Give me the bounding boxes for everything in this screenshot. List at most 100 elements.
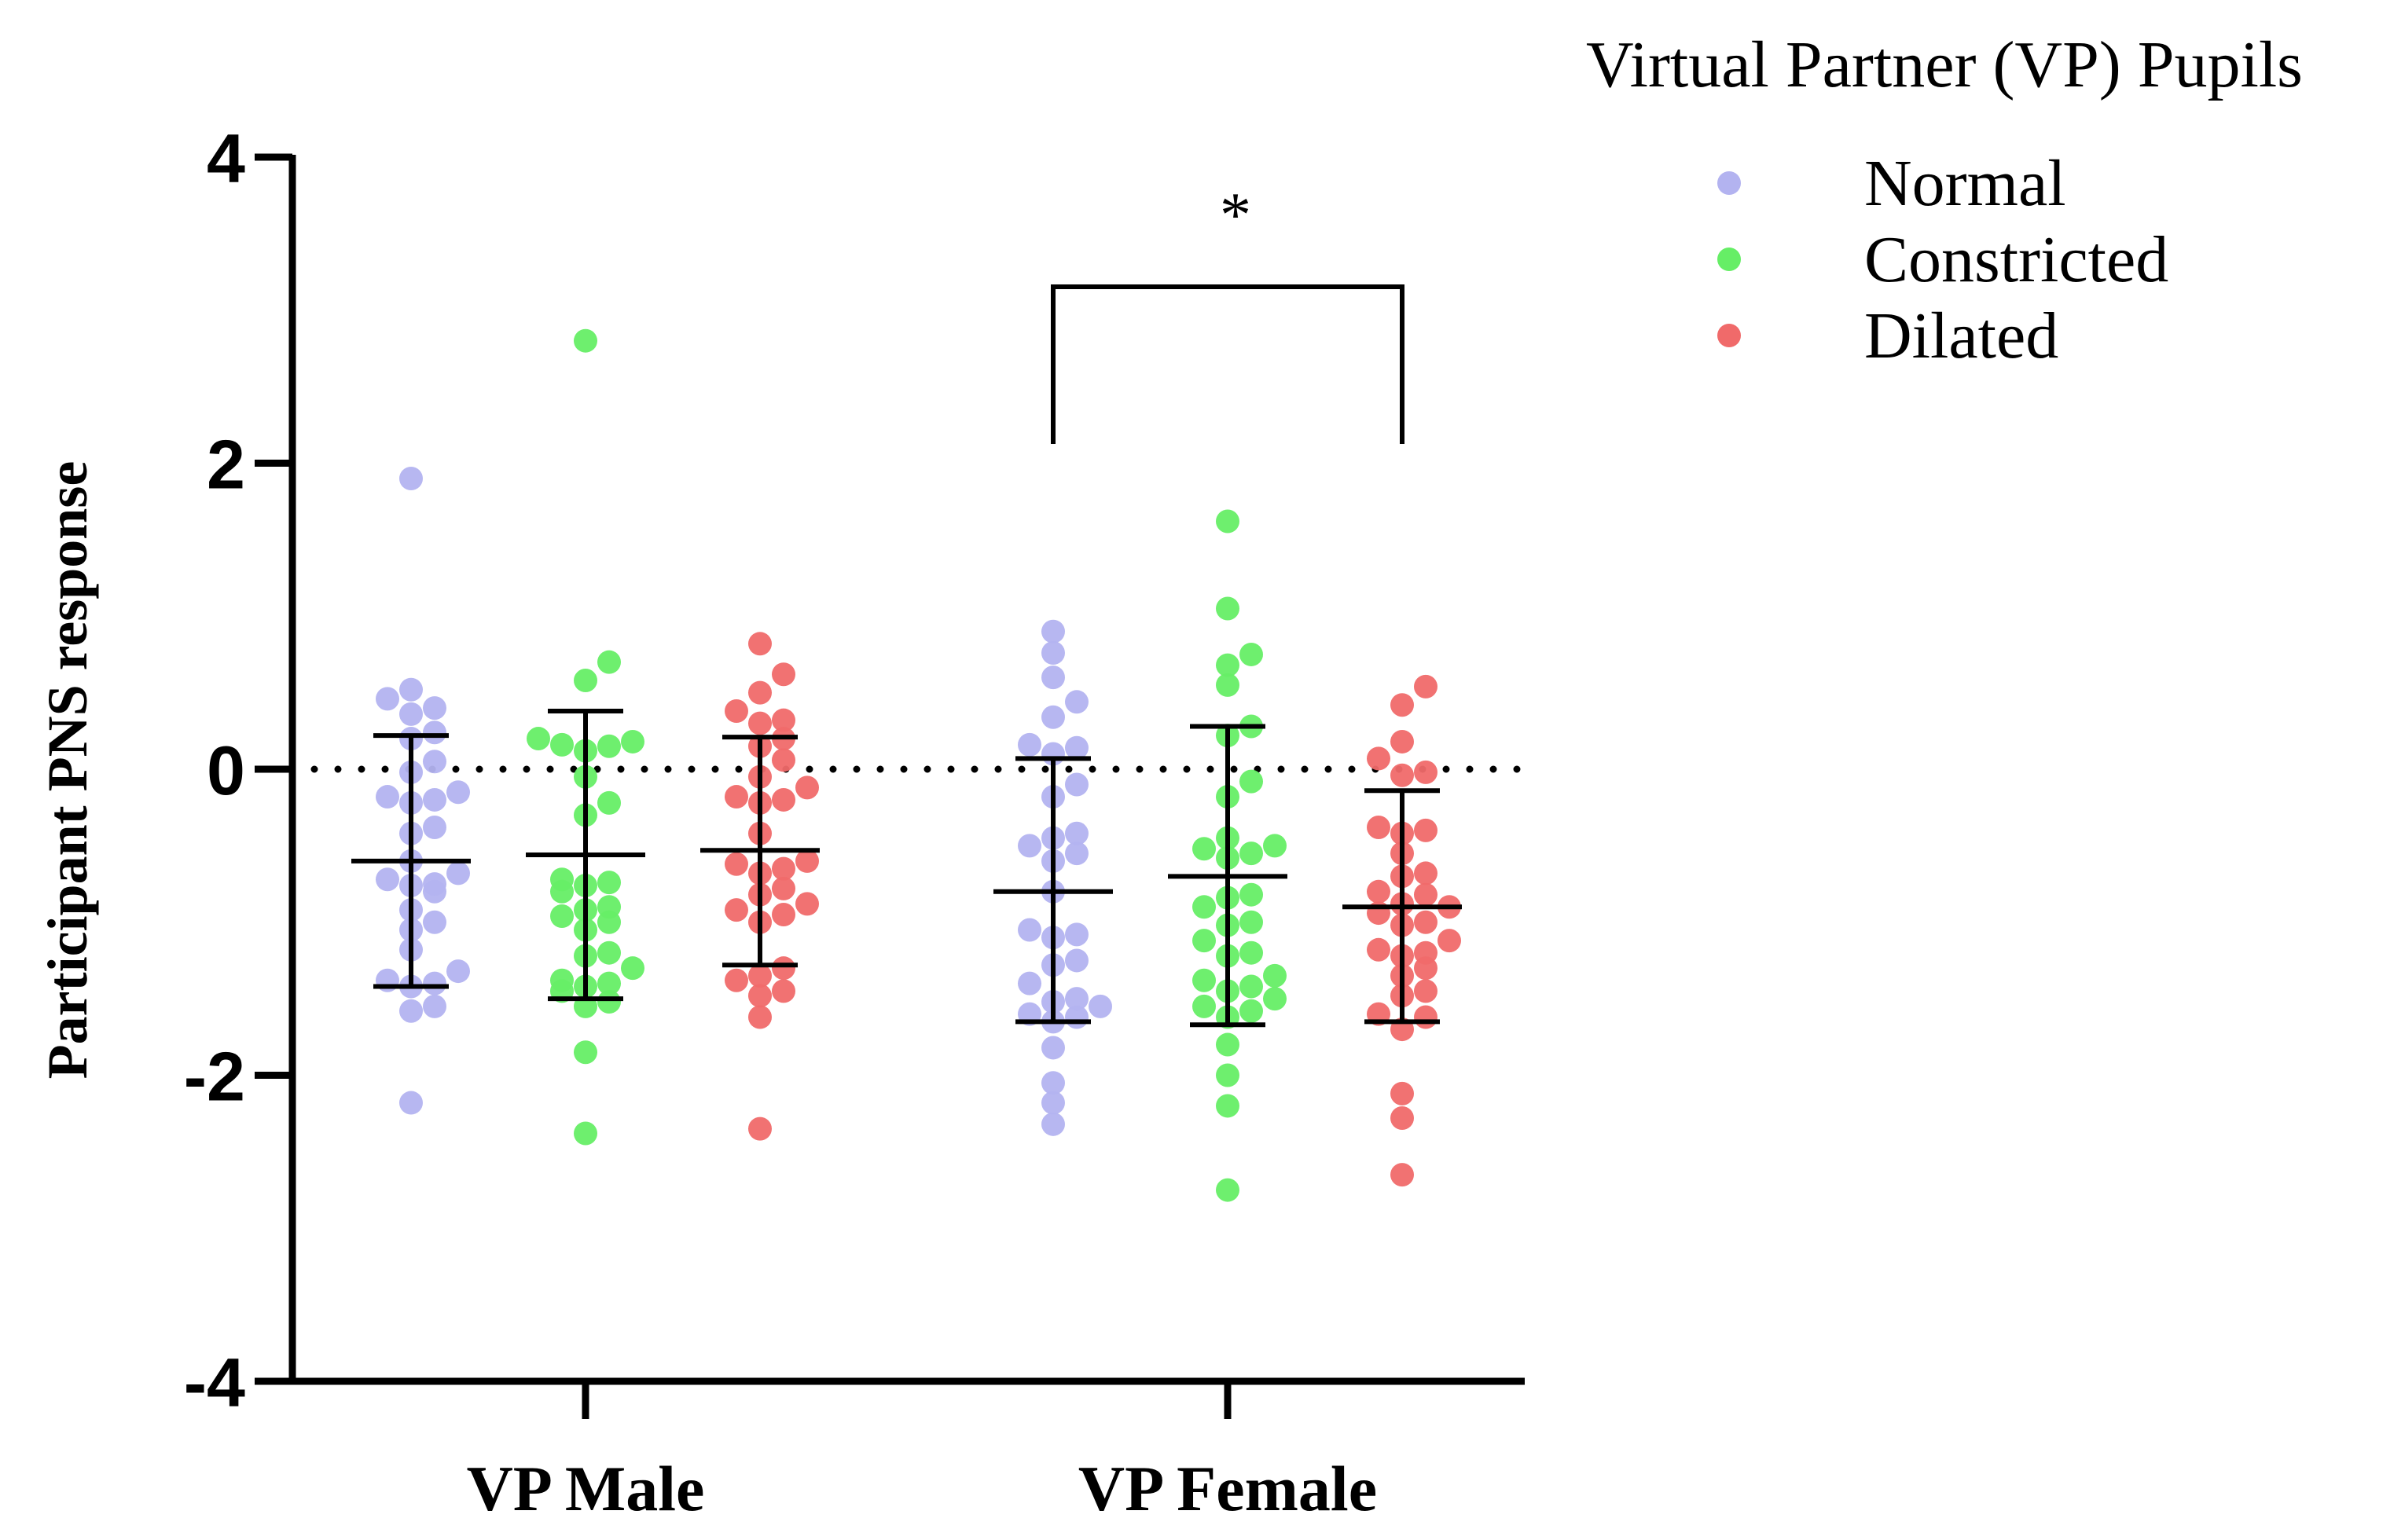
data-point: [1089, 994, 1112, 1018]
data-point: [1192, 994, 1216, 1018]
errorbar-layer: [351, 708, 1462, 1028]
data-point: [725, 785, 748, 809]
data-point: [597, 650, 621, 674]
data-point: [1390, 1081, 1414, 1106]
data-point: [1414, 861, 1437, 886]
data-point: [1018, 918, 1041, 942]
data-point: [1216, 653, 1239, 677]
data-point: [772, 956, 795, 981]
data-point: [574, 669, 597, 693]
data-point: [1239, 974, 1263, 999]
legend-label-dilated: Dilated: [1864, 299, 2058, 372]
data-point: [527, 727, 550, 751]
data-point: [1414, 882, 1437, 907]
x-category-label: VP Male: [467, 1453, 705, 1524]
x-category-label: VP Female: [1078, 1453, 1377, 1524]
data-point: [772, 787, 795, 812]
data-point: [423, 816, 446, 840]
data-point: [621, 956, 644, 981]
data-point: [1367, 746, 1390, 771]
y-axis-label: Participant PNS response: [36, 461, 99, 1080]
data-point: [1041, 1071, 1065, 1095]
data-point: [574, 1040, 597, 1065]
data-point: [1192, 929, 1216, 953]
data-point: [399, 1091, 423, 1115]
data-point: [1414, 910, 1437, 934]
data-point: [1367, 816, 1390, 840]
data-point: [1192, 968, 1216, 992]
data-point: [725, 698, 748, 723]
data-point: [1414, 940, 1437, 965]
data-point: [1041, 1036, 1065, 1060]
data-point: [423, 971, 446, 996]
significance-star: *: [1220, 181, 1251, 250]
annotation-layer: *: [1051, 181, 1404, 444]
data-point: [423, 720, 446, 745]
data-point: [1216, 596, 1239, 621]
data-point: [423, 872, 446, 896]
data-point: [772, 876, 795, 900]
data-point: [550, 732, 574, 757]
data-point: [399, 702, 423, 726]
data-point: [772, 662, 795, 687]
data-point: [1263, 963, 1287, 988]
data-point: [1263, 834, 1287, 858]
data-point: [1414, 760, 1437, 784]
data-point: [376, 687, 399, 711]
data-point: [1065, 821, 1089, 845]
data-point: [1065, 922, 1089, 947]
data-point: [1065, 948, 1089, 973]
data-point: [399, 677, 423, 702]
data-point: [1390, 729, 1414, 754]
data-point: [597, 971, 621, 996]
legend-marker-normal: [1717, 171, 1741, 195]
data-point: [1414, 674, 1437, 698]
data-point: [748, 1116, 772, 1141]
data-point: [748, 1005, 772, 1029]
data-point: [597, 790, 621, 815]
data-point: [772, 856, 795, 881]
data-point: [748, 711, 772, 735]
legend-label-constricted: Constricted: [1864, 223, 2168, 296]
data-point: [772, 748, 795, 772]
data-point: [423, 910, 446, 934]
data-point: [597, 895, 621, 919]
data-point: [1065, 842, 1089, 866]
data-point: [574, 1121, 597, 1146]
legend-marker-constricted: [1717, 248, 1741, 271]
data-point: [1390, 1106, 1414, 1131]
data-point: [1216, 673, 1239, 697]
data-point: [1239, 940, 1263, 965]
data-point: [1239, 842, 1263, 866]
data-point: [748, 984, 772, 1008]
data-point: [1041, 1112, 1065, 1136]
data-point: [1216, 1094, 1239, 1118]
data-point: [597, 940, 621, 965]
data-point: [725, 968, 748, 992]
data-point: [1041, 666, 1065, 690]
data-point: [550, 867, 574, 892]
data-point: [725, 898, 748, 922]
data-point: [795, 776, 819, 800]
data-point: [550, 968, 574, 992]
legend-label-normal: Normal: [1864, 147, 2066, 220]
data-point: [772, 903, 795, 927]
legend: Virtual Partner (VP) Pupils NormalConstri…: [1586, 28, 2303, 372]
data-point: [423, 750, 446, 774]
y-tick-label: 4: [207, 119, 245, 197]
legend-title: Virtual Partner (VP) Pupils: [1586, 28, 2303, 101]
data-point: [748, 680, 772, 705]
data-point: [1414, 1005, 1437, 1029]
data-point: [1018, 732, 1041, 757]
data-point: [1018, 834, 1041, 858]
data-point: [1239, 882, 1263, 907]
y-tick-label: -2: [184, 1038, 245, 1116]
data-point: [1216, 1063, 1239, 1087]
data-point: [376, 867, 399, 892]
y-tick-label: 0: [207, 732, 245, 809]
data-point: [1390, 1163, 1414, 1187]
data-point: [1390, 763, 1414, 787]
data-point: [376, 785, 399, 809]
data-point: [1065, 987, 1089, 1011]
